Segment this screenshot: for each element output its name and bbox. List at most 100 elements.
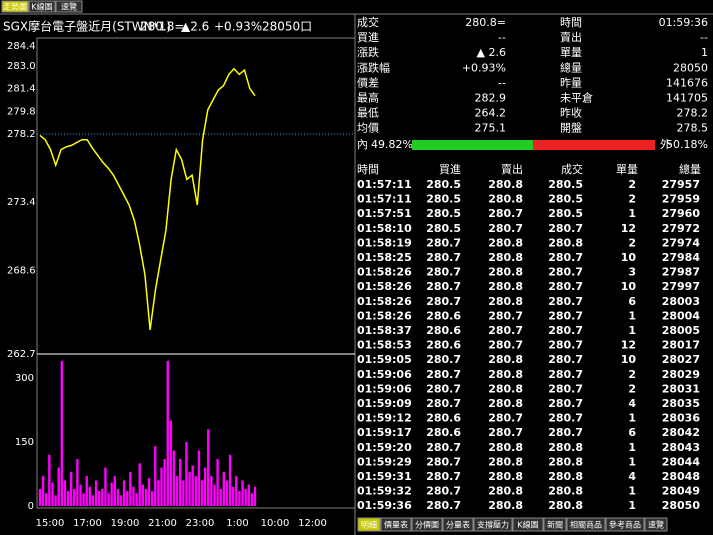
x-tick-label: 15:00 bbox=[36, 518, 65, 529]
trade-cell: 280.8 bbox=[488, 178, 523, 191]
bottom-tab[interactable] bbox=[566, 517, 606, 532]
quote-value: 141705 bbox=[666, 92, 708, 105]
trade-cell: 280.5 bbox=[548, 193, 583, 206]
volume-bar bbox=[41, 476, 45, 506]
trade-cell: 280.5 bbox=[426, 178, 461, 191]
bottom-tab-label[interactable]: 明細 bbox=[361, 520, 377, 530]
bottom-tab-label[interactable]: 分價圖 bbox=[415, 521, 439, 530]
bottom-tab[interactable] bbox=[543, 517, 567, 532]
trade-cell: 280.7 bbox=[548, 412, 583, 425]
trade-cell: 280.7 bbox=[426, 353, 461, 366]
tab[interactable] bbox=[55, 0, 83, 13]
trade-cell: 10 bbox=[621, 251, 637, 264]
bottom-tab[interactable] bbox=[512, 517, 544, 532]
trade-cell: 01:58:37 bbox=[357, 324, 412, 337]
bottom-tab-label[interactable]: 支撐壓力 bbox=[477, 520, 509, 530]
quote-label: 總量 bbox=[560, 60, 582, 74]
trade-cell: 280.8 bbox=[488, 397, 523, 410]
bottom-tab-label[interactable]: 速覽 bbox=[648, 520, 664, 530]
trade-cell: 2 bbox=[628, 178, 636, 191]
bottom-tab[interactable] bbox=[473, 517, 513, 532]
trade-cell: 280.8 bbox=[548, 441, 583, 454]
bottom-tab[interactable] bbox=[644, 517, 668, 532]
trade-cell: 27974 bbox=[662, 236, 701, 249]
y-tick-label: 150 bbox=[15, 437, 34, 448]
volume-bar bbox=[179, 459, 182, 506]
trade-cell: 280.8 bbox=[488, 382, 523, 395]
bottom-tab[interactable] bbox=[442, 517, 474, 532]
x-tick-label: 12:00 bbox=[298, 518, 327, 529]
volume-bar bbox=[157, 480, 160, 506]
outside-ratio: 50.18% bbox=[666, 138, 708, 151]
tab-label[interactable]: 走勢圖 bbox=[3, 2, 27, 12]
trade-cell: 280.6 bbox=[426, 426, 461, 439]
bottom-tab-label[interactable]: 相關商品 bbox=[570, 520, 602, 530]
trade-cell: 280.7 bbox=[548, 309, 583, 322]
tab-label[interactable]: K線圖 bbox=[31, 2, 52, 12]
trade-cell: 27987 bbox=[662, 266, 700, 279]
bottom-tab-label[interactable]: K線圖 bbox=[517, 520, 538, 530]
trade-cell: 28004 bbox=[662, 309, 701, 322]
trade-cell: 280.7 bbox=[426, 266, 461, 279]
x-tick-label: 19:00 bbox=[111, 518, 140, 529]
bottom-tab-label[interactable]: 參考商品 bbox=[609, 520, 641, 530]
trade-cell: 280.8 bbox=[548, 236, 583, 249]
volume-bar bbox=[94, 480, 98, 506]
trade-cell: 2 bbox=[628, 368, 636, 381]
volume-bar bbox=[219, 488, 222, 506]
quote-value: -- bbox=[700, 31, 708, 44]
trade-cell: 28035 bbox=[662, 397, 700, 410]
bottom-tab[interactable] bbox=[605, 517, 645, 532]
trade-cell: 280.5 bbox=[548, 207, 583, 220]
volume-bar bbox=[247, 484, 250, 506]
volume-bar bbox=[60, 360, 64, 506]
quote-value: 264.2 bbox=[475, 107, 507, 120]
trade-cell: 2 bbox=[628, 382, 636, 395]
trade-cell: 01:59:12 bbox=[357, 412, 412, 425]
trade-cell: 280.8 bbox=[488, 455, 523, 468]
trade-cell: 01:58:26 bbox=[357, 295, 412, 308]
trade-cell: 280.8 bbox=[548, 499, 583, 512]
trade-cell: 280.6 bbox=[426, 324, 461, 337]
volume-bar bbox=[135, 493, 138, 506]
trade-cell: 10 bbox=[621, 280, 637, 293]
trade-cell: 01:59:09 bbox=[357, 397, 412, 410]
y-tick-label: 273.4 bbox=[7, 197, 36, 208]
volume-bar bbox=[231, 486, 235, 506]
trade-cell: 27960 bbox=[662, 207, 701, 220]
bottom-tab[interactable] bbox=[411, 517, 443, 532]
volume-bar bbox=[147, 478, 151, 506]
trade-cell: 2 bbox=[628, 193, 636, 206]
bottom-tab[interactable] bbox=[357, 517, 381, 532]
y-tick-label: 300 bbox=[15, 373, 34, 384]
trade-cell: 280.7 bbox=[426, 455, 461, 468]
bottom-tab-label[interactable]: 價量表 bbox=[384, 520, 408, 530]
trade-cell: 280.7 bbox=[548, 353, 583, 366]
trade-cell: 280.8 bbox=[488, 499, 523, 512]
quote-value: 275.1 bbox=[475, 122, 507, 135]
trade-cell: 280.8 bbox=[488, 251, 523, 264]
bottom-tab-label[interactable]: 分量表 bbox=[446, 520, 470, 530]
quote-label: 昨收 bbox=[560, 106, 582, 120]
trade-cell: 280.6 bbox=[426, 339, 461, 352]
volume-bar bbox=[250, 493, 254, 506]
volume-bar bbox=[210, 476, 213, 506]
trade-cell: 280.7 bbox=[488, 207, 523, 220]
trade-cell: 27984 bbox=[662, 251, 701, 264]
quote-value: 141676 bbox=[666, 76, 708, 89]
volume-bar bbox=[107, 493, 110, 506]
bottom-tab-label[interactable]: 新聞 bbox=[547, 520, 563, 530]
tab[interactable] bbox=[28, 0, 56, 13]
trade-cell: 01:58:26 bbox=[357, 280, 412, 293]
volume-bar bbox=[73, 488, 76, 506]
column-header: 成交 bbox=[561, 162, 583, 176]
volume-bar bbox=[101, 488, 104, 506]
volume-bar bbox=[38, 488, 42, 506]
tab-label[interactable]: 速覽 bbox=[61, 2, 77, 12]
volume-bar bbox=[191, 465, 194, 506]
trade-cell: 4 bbox=[628, 470, 636, 483]
bottom-tab[interactable] bbox=[380, 517, 412, 532]
tab[interactable] bbox=[1, 0, 29, 13]
trade-cell: 27972 bbox=[662, 222, 700, 235]
volume-bar bbox=[200, 480, 204, 506]
